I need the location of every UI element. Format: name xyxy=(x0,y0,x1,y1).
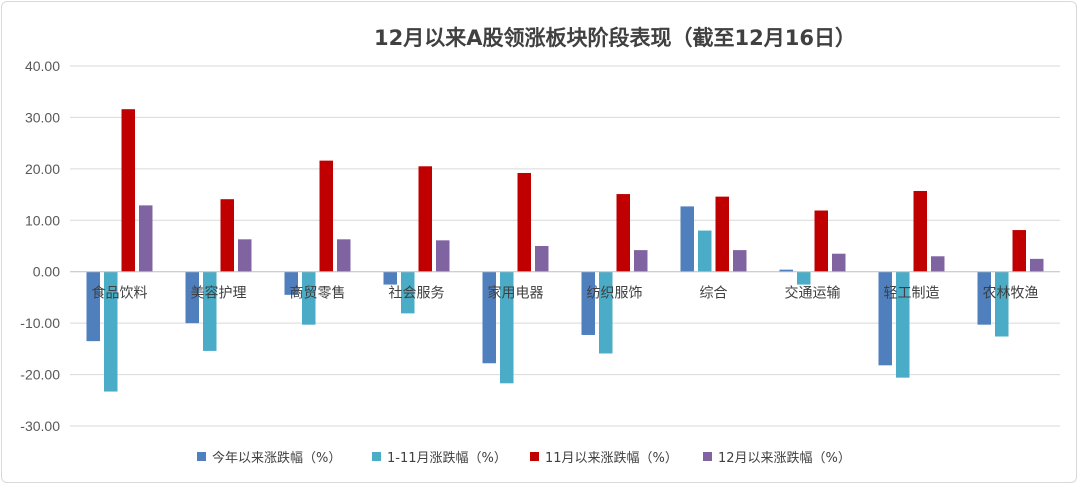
bar xyxy=(302,271,316,325)
category-label: 社会服务 xyxy=(389,286,445,302)
bar xyxy=(977,271,991,325)
bar xyxy=(581,271,595,335)
category-label: 商贸零售 xyxy=(290,286,346,302)
bar xyxy=(616,194,630,272)
bar xyxy=(680,206,694,272)
bar xyxy=(814,210,828,272)
bar xyxy=(500,271,514,384)
y-tick-label: -20.00 xyxy=(20,367,60,383)
bars xyxy=(86,109,1044,392)
category-label: 交通运输 xyxy=(785,285,841,302)
bar xyxy=(319,160,333,272)
legend-swatch xyxy=(530,452,539,461)
y-tick-label: -30.00 xyxy=(20,418,60,434)
bar xyxy=(1030,258,1044,272)
category-label: 轻工制造 xyxy=(884,286,940,302)
bar xyxy=(878,271,892,366)
bar xyxy=(832,253,846,272)
bar xyxy=(698,230,712,272)
bar xyxy=(1012,230,1026,272)
legend-swatch xyxy=(197,452,206,461)
category-label: 综合 xyxy=(700,286,728,302)
y-tick-label: 30.00 xyxy=(25,109,60,125)
bar xyxy=(733,250,747,272)
bar xyxy=(121,109,135,272)
legend-label: 1-11月涨跌幅（%） xyxy=(387,450,507,466)
bar xyxy=(418,166,432,272)
bar xyxy=(482,271,496,364)
bar xyxy=(715,196,729,272)
category-label: 食品饮料 xyxy=(92,285,148,302)
legend-swatch xyxy=(372,452,381,461)
category-label: 美容护理 xyxy=(191,285,247,302)
gridlines xyxy=(70,65,1060,427)
bar xyxy=(284,271,298,295)
bar xyxy=(995,271,1009,337)
y-tick-label: 0.00 xyxy=(33,264,60,280)
bar xyxy=(203,271,217,351)
bar xyxy=(383,271,397,285)
category-label: 家用电器 xyxy=(488,285,544,302)
bar xyxy=(599,271,613,354)
bar xyxy=(238,239,252,272)
legend-swatch xyxy=(703,452,712,461)
bar xyxy=(185,271,199,324)
bar xyxy=(220,199,234,272)
bar xyxy=(913,190,927,272)
bar xyxy=(896,271,910,378)
y-tick-label: 40.00 xyxy=(25,58,60,74)
bar xyxy=(535,246,549,272)
bar xyxy=(779,269,793,272)
bar xyxy=(634,250,648,272)
y-axis-ticks: 40.00 30.00 20.00 10.00 0.00 -10.00 -20.00 -30.… xyxy=(20,58,60,434)
category-labels: 食品饮料 美容护理 商贸零售 社会服务 家用电器 纺织服饰 综合 交通运输 轻工制造 农林牧渔 xyxy=(92,285,1039,302)
bar xyxy=(104,271,118,392)
legend-label: 11月以来涨跌幅（%） xyxy=(545,450,678,466)
bar xyxy=(436,240,450,272)
y-tick-label: 20.00 xyxy=(25,161,60,177)
category-label: 纺织服饰 xyxy=(587,286,643,302)
bar xyxy=(401,271,415,314)
category-label: 农林牧渔 xyxy=(983,286,1039,302)
bar xyxy=(86,271,100,342)
y-tick-label: -10.00 xyxy=(20,315,60,331)
legend-label: 今年以来涨跌幅（%） xyxy=(212,450,341,466)
bar xyxy=(797,271,811,285)
bar xyxy=(931,256,945,272)
legend: 今年以来涨跌幅（%） 1-11月涨跌幅（%） 11月以来涨跌幅（%） 12月以来涨跌幅… xyxy=(197,450,851,466)
chart-title: 12月以来A股领涨板块阶段表现（截至12月16日） xyxy=(374,26,856,50)
bar xyxy=(337,239,351,272)
legend-label: 12月以来涨跌幅（%） xyxy=(718,450,851,466)
y-tick-label: 10.00 xyxy=(25,212,60,228)
bar xyxy=(517,172,531,272)
bar xyxy=(139,205,153,272)
